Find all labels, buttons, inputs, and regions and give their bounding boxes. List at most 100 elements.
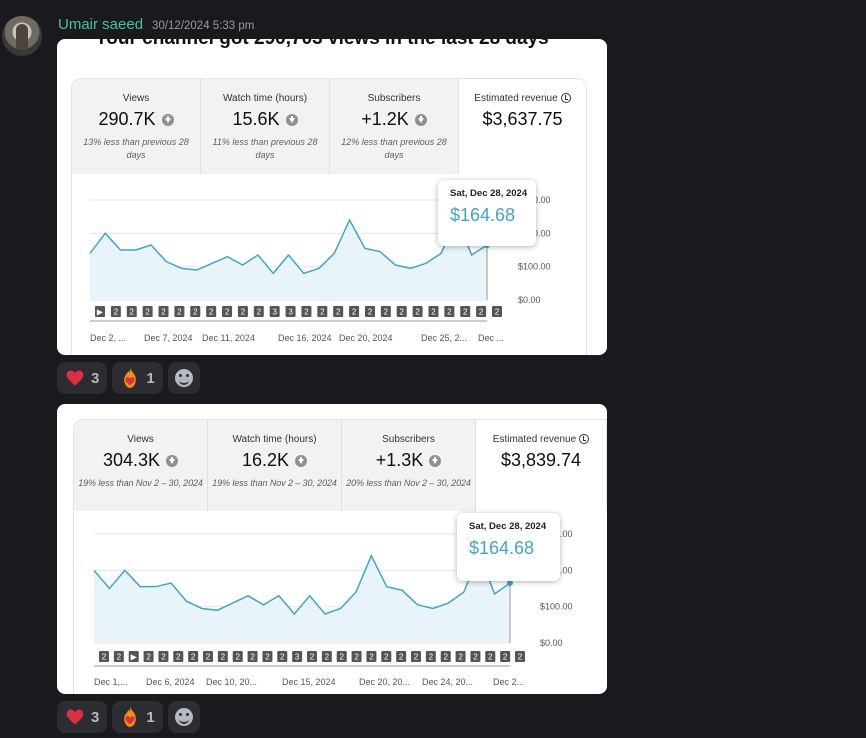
upload-marker: 2 bbox=[396, 306, 407, 317]
upload-marker-label: 2 bbox=[399, 308, 404, 317]
upload-marker: 2 bbox=[396, 651, 407, 662]
upload-marker-label: 2 bbox=[495, 308, 500, 317]
heart-icon bbox=[66, 709, 84, 725]
upload-marker-box bbox=[277, 651, 288, 662]
add-reaction-button[interactable] bbox=[167, 362, 200, 394]
stats-row: Views 304.3K 19% less than Nov 2 – 30, 2… bbox=[73, 419, 607, 511]
stat-value: $3,637.75 bbox=[482, 109, 563, 129]
upload-marker: 2 bbox=[366, 651, 377, 662]
upload-marker-box bbox=[158, 306, 169, 317]
upload-marker-label: 2 bbox=[325, 653, 330, 662]
upload-marker-box bbox=[425, 651, 436, 662]
stat-label: Estimated revenue bbox=[474, 93, 558, 104]
add-reaction-button[interactable] bbox=[167, 701, 200, 733]
x-tick-label: Dec 10, 20... bbox=[206, 677, 257, 687]
reaction-heart[interactable]: 3 bbox=[57, 701, 108, 733]
tooltip-value: $164.68 bbox=[469, 538, 535, 558]
upload-marker-box bbox=[113, 651, 124, 662]
upload-marker-box bbox=[321, 651, 332, 662]
upload-marker-label: 2 bbox=[176, 653, 181, 662]
avatar[interactable] bbox=[2, 16, 42, 56]
upload-marker-box bbox=[336, 651, 347, 662]
upload-marker-label: 2 bbox=[130, 308, 135, 317]
stat-subscribers: Subscribers +1.3K 20% less than Nov 2 – … bbox=[342, 420, 476, 511]
upload-marker: 2 bbox=[158, 306, 169, 317]
stat-value: 16.2K bbox=[241, 450, 290, 470]
upload-marker-label: 2 bbox=[384, 308, 389, 317]
upload-marker-box bbox=[203, 651, 213, 662]
upload-marker: 2 bbox=[237, 306, 248, 317]
stat-value: +1.3K bbox=[375, 450, 424, 470]
x-tick-label: Dec 24, 20... bbox=[422, 677, 473, 687]
upload-marker-label: 3 bbox=[272, 308, 277, 317]
revenue-chart-svg: $300.00$200.00$100.00$0.0022▶22222222223… bbox=[93, 529, 573, 687]
upload-marker: ▶ bbox=[128, 651, 139, 662]
stat-note: 11% less than previous 28 days bbox=[212, 137, 318, 160]
x-tick-label: Dec 2, ... bbox=[90, 333, 126, 343]
upload-marker-label: 3 bbox=[288, 308, 293, 317]
upload-marker: 2 bbox=[476, 306, 487, 317]
reaction-heart[interactable]: 3 bbox=[57, 362, 108, 394]
timestamp: 30/12/2024 5:33 pm bbox=[152, 20, 255, 32]
stat-label: Estimated revenue bbox=[492, 434, 577, 445]
upload-marker-label: 2 bbox=[265, 653, 270, 662]
upload-marker-label: 2 bbox=[443, 653, 448, 662]
upload-marker: 2 bbox=[317, 306, 328, 317]
upload-marker-label: 2 bbox=[473, 653, 478, 662]
x-tick-label: Dec 7, 2024 bbox=[144, 333, 193, 343]
upload-marker-box bbox=[515, 651, 525, 662]
upload-marker: 2 bbox=[411, 651, 421, 662]
upload-marker: 2 bbox=[113, 651, 124, 662]
tooltip-value: $164.68 bbox=[450, 205, 516, 225]
upload-marker: 2 bbox=[158, 651, 169, 662]
revenue-chart: $300.00$200.00$100.00$0.00▶2222222222332… bbox=[71, 174, 587, 355]
upload-marker-label: 2 bbox=[368, 308, 373, 317]
stat-subscribers: Subscribers +1.2K 12% less than previous… bbox=[330, 79, 459, 174]
upload-marker-label: 2 bbox=[479, 308, 484, 317]
upload-marker-box bbox=[317, 306, 328, 317]
upload-marker: 2 bbox=[515, 651, 525, 662]
upload-marker: 2 bbox=[174, 306, 185, 317]
upload-marker: 2 bbox=[500, 651, 511, 662]
stat-label: Views bbox=[127, 434, 154, 445]
upload-marker-box bbox=[500, 651, 511, 662]
upload-marker-label: 2 bbox=[102, 653, 107, 662]
analytics-image-1[interactable]: Your channel got 290,703 views in the la… bbox=[57, 39, 607, 355]
upload-marker-box bbox=[222, 306, 233, 317]
username[interactable]: Umair saeed bbox=[58, 16, 144, 33]
upload-marker-box bbox=[247, 651, 258, 662]
upload-marker-box bbox=[142, 306, 153, 317]
upload-marker-box bbox=[269, 306, 280, 317]
upload-marker-label: 2 bbox=[414, 653, 419, 662]
add-reaction-icon bbox=[174, 708, 193, 726]
reaction-count: 1 bbox=[146, 708, 155, 726]
stat-label: Watch time (hours) bbox=[232, 434, 317, 445]
upload-marker: 2 bbox=[307, 651, 317, 662]
upload-marker: 2 bbox=[460, 306, 471, 317]
upload-marker: 2 bbox=[351, 651, 362, 662]
upload-marker-label: 2 bbox=[235, 653, 240, 662]
upload-marker-label: 2 bbox=[191, 653, 196, 662]
hover-point bbox=[507, 580, 513, 587]
upload-marker-label: 2 bbox=[431, 308, 436, 317]
upload-marker: 2 bbox=[277, 651, 288, 662]
upload-marker-label: 2 bbox=[304, 308, 309, 317]
upload-marker-box bbox=[217, 651, 228, 662]
upload-marker-box bbox=[412, 306, 423, 317]
upload-marker: 2 bbox=[173, 651, 184, 662]
upload-marker-label: 2 bbox=[209, 308, 214, 317]
upload-marker-label: ▶ bbox=[131, 653, 138, 662]
reaction-count: 3 bbox=[91, 369, 100, 387]
analytics-image-2[interactable]: Views 304.3K 19% less than Nov 2 – 30, 2… bbox=[57, 404, 607, 694]
stat-revenue: Estimated revenue $3,839.74 bbox=[476, 420, 606, 511]
upload-marker-box bbox=[333, 306, 344, 317]
upload-marker-box bbox=[128, 651, 139, 662]
upload-marker-label: 2 bbox=[336, 308, 341, 317]
reaction-fire-heart[interactable]: 1 bbox=[112, 362, 163, 394]
stat-note: 13% less than previous 28 days bbox=[83, 137, 189, 160]
reaction-fire-heart[interactable]: 1 bbox=[112, 701, 163, 733]
cut-off-title: Your channel got 290,703 views in the la… bbox=[95, 39, 549, 50]
upload-marker-box bbox=[262, 651, 273, 662]
down-arrow-icon bbox=[166, 454, 179, 467]
stat-views: Views 290.7K 13% less than previous 28 d… bbox=[72, 79, 201, 174]
